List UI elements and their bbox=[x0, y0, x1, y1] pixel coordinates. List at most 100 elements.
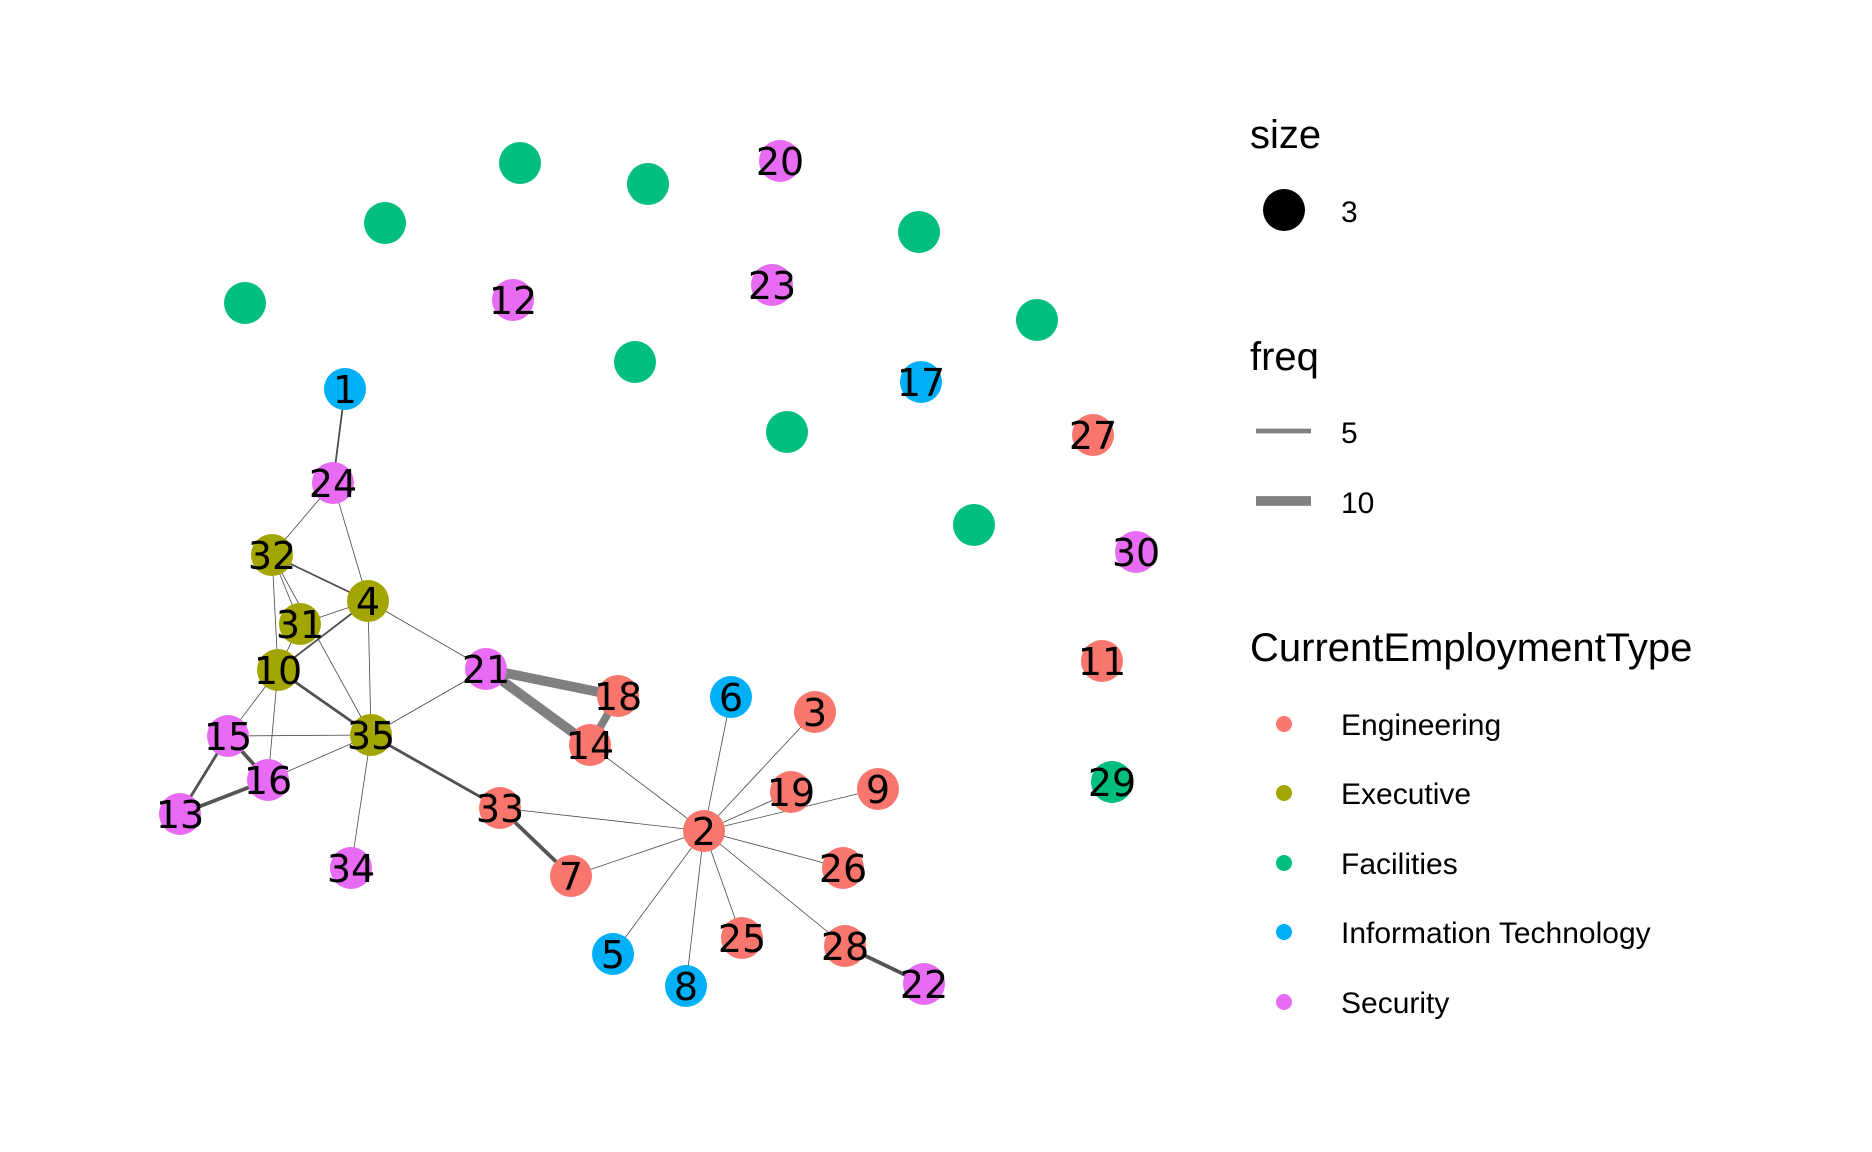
node-circle-security bbox=[751, 264, 793, 306]
node-22: 22 bbox=[900, 963, 948, 1007]
node-label: 29 bbox=[1088, 761, 1136, 805]
legend-type-label-engineering: Engineering bbox=[1341, 709, 1501, 742]
node-4: 4 bbox=[347, 580, 389, 624]
legend-freq-label-10: 10 bbox=[1341, 487, 1374, 520]
node-label: 18 bbox=[594, 675, 642, 719]
edge-35-34 bbox=[350, 734, 372, 869]
node-circle-engineering bbox=[721, 917, 763, 959]
node-5: 5 bbox=[592, 933, 634, 977]
legend-type-key-information-technology bbox=[1276, 924, 1292, 940]
node-28: 28 bbox=[821, 925, 869, 969]
legend-size-title: size bbox=[1250, 113, 1321, 157]
node-label: 3 bbox=[803, 691, 827, 735]
node-circle-engineering bbox=[1081, 640, 1123, 682]
node-circle-facilities bbox=[614, 341, 656, 383]
node-label: 19 bbox=[767, 771, 815, 815]
node-33: 33 bbox=[476, 787, 524, 831]
edge-35-33 bbox=[370, 733, 501, 810]
node-16: 16 bbox=[244, 759, 292, 803]
node-34: 34 bbox=[327, 847, 375, 891]
node-label: 10 bbox=[254, 649, 302, 693]
legend-type-title: CurrentEmploymentType bbox=[1250, 626, 1692, 670]
legend-type-label-information-technology: Information Technology bbox=[1341, 917, 1651, 950]
legend-type-key-security bbox=[1276, 994, 1292, 1010]
node-label: 13 bbox=[156, 793, 204, 837]
node-circle-security bbox=[492, 279, 534, 321]
node-label: 6 bbox=[719, 676, 743, 720]
node-circle-facilities bbox=[766, 411, 808, 453]
node-circle-executive bbox=[257, 649, 299, 691]
legend-size-key bbox=[1263, 189, 1305, 231]
edge-2-28 bbox=[703, 830, 846, 947]
node-label: 12 bbox=[489, 279, 537, 323]
node-32: 32 bbox=[248, 534, 296, 578]
node-circle-engineering bbox=[824, 925, 866, 967]
node-f4 bbox=[224, 282, 266, 324]
node-label: 14 bbox=[566, 724, 614, 768]
node-label: 30 bbox=[1112, 531, 1160, 575]
node-label: 27 bbox=[1069, 414, 1117, 458]
node-17: 17 bbox=[897, 361, 945, 405]
node-24: 24 bbox=[309, 462, 357, 506]
node-label: 16 bbox=[244, 759, 292, 803]
node-29: 29 bbox=[1088, 761, 1136, 805]
node-circle-engineering bbox=[569, 724, 611, 766]
node-circle-information-technology bbox=[324, 368, 366, 410]
node-circle-security bbox=[759, 140, 801, 182]
legend-type-key-engineering bbox=[1276, 716, 1292, 732]
node-circle-engineering bbox=[683, 810, 725, 852]
node-circle-security bbox=[465, 648, 507, 690]
edge-2-5 bbox=[612, 830, 705, 955]
node-circle-facilities bbox=[953, 504, 995, 546]
node-f9 bbox=[953, 504, 995, 546]
node-circle-security bbox=[330, 847, 372, 889]
node-label: 7 bbox=[559, 855, 583, 899]
node-13: 13 bbox=[156, 793, 204, 837]
edge-15-35 bbox=[227, 734, 372, 737]
legend-freq-label-5: 5 bbox=[1341, 417, 1358, 450]
node-label: 9 bbox=[866, 768, 890, 812]
node-circle-executive bbox=[251, 534, 293, 576]
node-label: 17 bbox=[897, 361, 945, 405]
legend-type-label-facilities: Facilities bbox=[1341, 848, 1458, 881]
node-20: 20 bbox=[756, 140, 804, 184]
node-circle-facilities bbox=[499, 142, 541, 184]
node-label: 11 bbox=[1078, 640, 1126, 684]
node-circle-engineering bbox=[1072, 414, 1114, 456]
node-label: 31 bbox=[276, 603, 324, 647]
node-12: 12 bbox=[489, 279, 537, 323]
node-circle-security bbox=[1115, 531, 1157, 573]
node-circle-engineering bbox=[857, 768, 899, 810]
node-9: 9 bbox=[857, 768, 899, 812]
node-label: 28 bbox=[821, 925, 869, 969]
edge-2-3 bbox=[703, 711, 816, 832]
node-circle-information-technology bbox=[592, 933, 634, 975]
node-circle-facilities bbox=[1091, 761, 1133, 803]
node-11: 11 bbox=[1078, 640, 1126, 684]
node-circle-security bbox=[312, 462, 354, 504]
node-label: 20 bbox=[756, 140, 804, 184]
node-6: 6 bbox=[710, 676, 752, 720]
node-label: 35 bbox=[347, 714, 395, 758]
node-label: 32 bbox=[248, 534, 296, 578]
node-label: 4 bbox=[356, 580, 380, 624]
edge-35-21 bbox=[370, 668, 487, 736]
legend-freq-title: freq bbox=[1250, 335, 1319, 379]
node-label: 8 bbox=[674, 965, 698, 1009]
edge-21-14 bbox=[483, 665, 593, 749]
node-23: 23 bbox=[748, 264, 796, 308]
node-circle-information-technology bbox=[900, 361, 942, 403]
edge-14-2 bbox=[589, 744, 705, 832]
node-circle-information-technology bbox=[665, 965, 707, 1007]
node-10: 10 bbox=[254, 649, 302, 693]
node-35: 35 bbox=[347, 714, 395, 758]
legend-type-key-executive bbox=[1276, 785, 1292, 801]
node-label: 1 bbox=[333, 368, 357, 412]
node-25: 25 bbox=[718, 917, 766, 961]
legend: size 3 freq 5 10 CurrentEmploymentType E… bbox=[1250, 113, 1692, 1020]
node-18: 18 bbox=[594, 675, 642, 719]
legend-type-key-facilities bbox=[1276, 855, 1292, 871]
legend-type-label-security: Security bbox=[1341, 987, 1449, 1020]
node-circle-facilities bbox=[627, 163, 669, 205]
node-15: 15 bbox=[204, 715, 252, 759]
